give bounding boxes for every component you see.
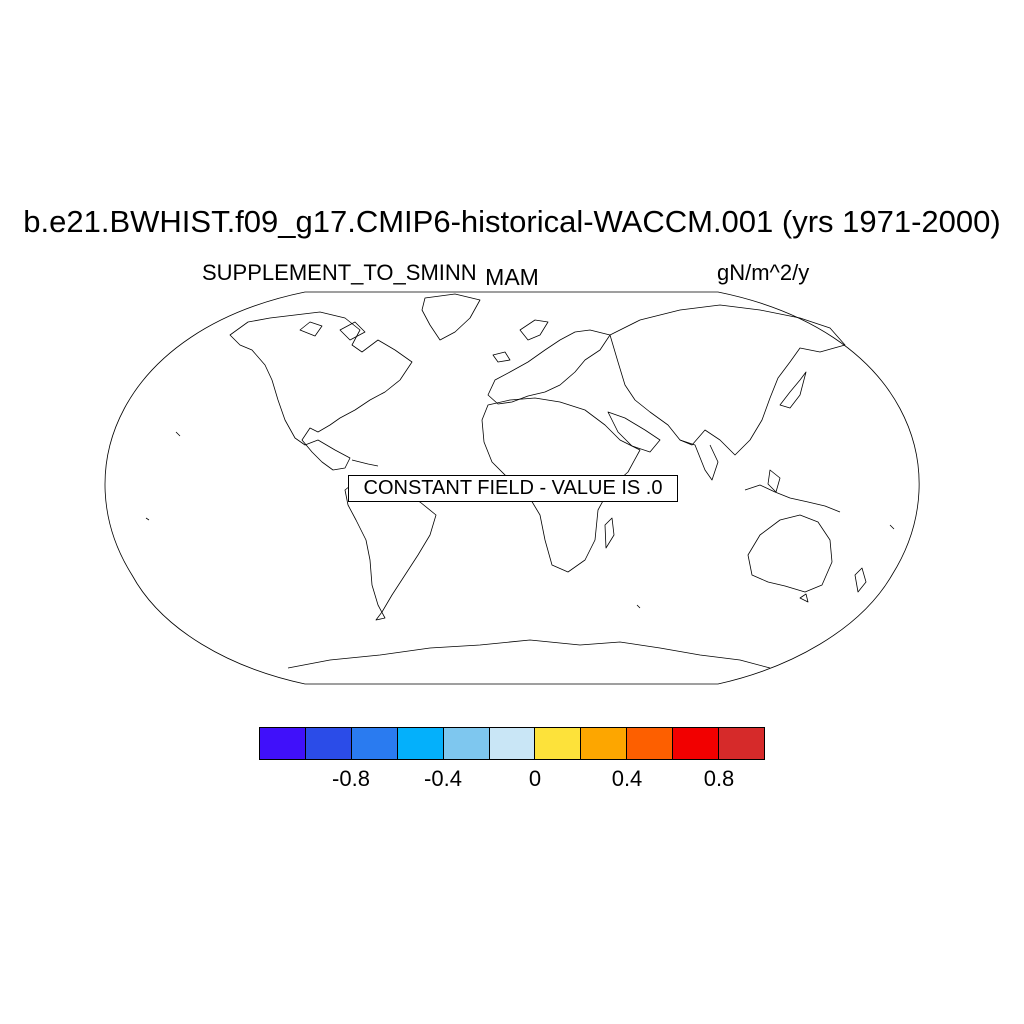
- colorbar-tick-label: 0.4: [611, 766, 643, 791]
- map-frame: [104, 291, 920, 685]
- colorbar-box: [673, 728, 720, 759]
- colorbar-box: [581, 728, 628, 759]
- colorbar: [259, 727, 765, 760]
- constant-field-label: CONSTANT FIELD - VALUE IS .0: [348, 475, 678, 502]
- colorbar-box: [397, 728, 444, 759]
- colorbar-box: [719, 728, 764, 759]
- plot-title: b.e21.BWHIST.f09_g17.CMIP6-historical-WA…: [23, 204, 1001, 239]
- variable-name-label: SUPPLEMENT_TO_SMINN: [202, 260, 477, 285]
- colorbar-box: [535, 728, 582, 759]
- colorbar-box: [627, 728, 674, 759]
- colorbar-tick-label: -0.8: [332, 766, 370, 791]
- colorbar-tick-label: 0: [528, 766, 542, 791]
- colorbar-box: [351, 728, 398, 759]
- season-label: MAM: [485, 264, 539, 290]
- colorbar-tick-label: 0.8: [703, 766, 735, 791]
- colorbar-tick-label: -0.4: [424, 766, 462, 791]
- colorbar-box: [260, 728, 306, 759]
- colorbar-box: [443, 728, 490, 759]
- colorbar-box: [305, 728, 352, 759]
- units-label: gN/m^2/y: [717, 260, 810, 285]
- colorbar-box: [489, 728, 536, 759]
